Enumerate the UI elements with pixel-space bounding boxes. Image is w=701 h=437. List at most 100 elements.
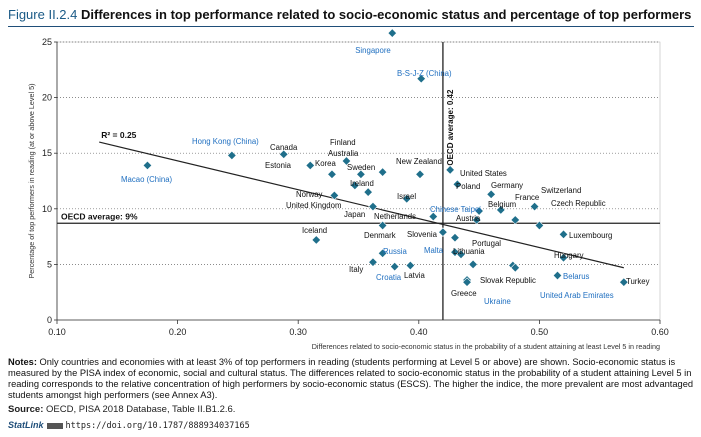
- notes-text: Only countries and economies with at lea…: [8, 357, 694, 400]
- point-label: Malta: [424, 246, 444, 255]
- point-marker: [474, 206, 484, 216]
- figure-number: Figure II.2.4: [8, 7, 78, 22]
- point-label: Slovak Republic: [480, 276, 536, 285]
- y-tick-label: 15: [42, 148, 52, 158]
- point-label: Korea: [315, 159, 336, 168]
- source-label: Source:: [8, 404, 44, 415]
- axes: 0.10 0.20 0.30 0.40 0.50 0.60 0 5 10 15 20 25 Differ…: [27, 37, 669, 351]
- point-marker: [405, 260, 416, 271]
- x-tick-label: 0.50: [531, 327, 549, 337]
- point-label: United States: [460, 169, 507, 178]
- point-label: Ukraine: [484, 297, 511, 306]
- point-label: Denmark: [364, 231, 396, 240]
- point-marker: [389, 261, 400, 272]
- point-marker: [341, 156, 352, 166]
- point-label: Netherlands: [374, 212, 416, 221]
- point-marker: [456, 249, 466, 260]
- point-label: Ireland: [350, 179, 374, 188]
- y-axis-label: Percentage of top performers in reading …: [27, 84, 36, 279]
- point-marker: [450, 232, 460, 243]
- statlink-logo: StatLink: [8, 420, 44, 430]
- scatter-chart: OECD average: 9% OECD average: 0.42 R² = …: [27, 28, 669, 351]
- point-marker: [279, 149, 289, 160]
- point-label: Australia: [328, 149, 359, 158]
- x-axis-label: Differences related to socio-economic st…: [312, 342, 660, 351]
- x-tick-label: 0.40: [410, 327, 428, 337]
- point-marker: [428, 211, 438, 222]
- x-tick-label: 0.30: [289, 327, 307, 337]
- point-label: Norway: [296, 190, 323, 199]
- point-label: Lithuania: [453, 247, 485, 256]
- point-marker: [377, 248, 388, 259]
- point-label: Croatia: [376, 273, 402, 282]
- data-points: [142, 28, 629, 287]
- point-label: B-S-J-Z (China): [397, 69, 452, 78]
- point-marker: [377, 220, 388, 231]
- point-label: Belgium: [488, 200, 516, 209]
- point-label: Switzerland: [541, 186, 581, 195]
- point-marker: [438, 227, 448, 237]
- oecd-average-y-label: OECD average: 9%: [61, 211, 138, 221]
- point-marker: [558, 229, 569, 240]
- point-marker: [402, 194, 412, 204]
- point-marker: [415, 169, 425, 180]
- point-marker: [327, 169, 337, 180]
- point-label: Austria: [456, 214, 481, 223]
- point-marker: [486, 189, 496, 200]
- r-squared-label: R² = 0.25: [101, 130, 136, 140]
- oecd-average-x-label: OECD average: 0.42: [446, 89, 455, 166]
- y-tick-label: 10: [42, 204, 52, 214]
- x-tick-label: 0.20: [169, 327, 187, 337]
- figure-title-text: Differences in top performance related t…: [81, 7, 692, 22]
- point-label: France: [515, 193, 539, 202]
- point-marker: [363, 187, 373, 197]
- trend-line: R² = 0.25: [99, 130, 624, 269]
- point-label: Singapore: [355, 46, 391, 55]
- point-label: Czech Republic: [551, 199, 606, 208]
- point-label: Estonia: [265, 161, 292, 170]
- point-marker: [227, 150, 237, 161]
- point-label: Greece: [451, 289, 477, 298]
- point-label: United Kingdom: [286, 201, 341, 210]
- title-rule: [8, 26, 694, 27]
- point-marker: [496, 205, 506, 215]
- point-marker: [510, 263, 521, 273]
- source: Source: OECD, PISA 2018 Database, Table …: [8, 404, 235, 415]
- point-marker: [510, 215, 521, 225]
- statlink-url[interactable]: https://doi.org/10.1787/888934037165: [65, 421, 250, 431]
- point-label: Macao (China): [121, 175, 173, 184]
- point-label: Hong Kong (China): [192, 137, 259, 146]
- point-label: Portugal: [472, 239, 501, 248]
- point-label: Sweden: [347, 163, 375, 172]
- point-marker: [387, 28, 397, 38]
- statlink-arrow-icon: [46, 422, 63, 429]
- notes: Notes: Only countries and economies with…: [8, 357, 694, 401]
- point-label: Chinese Taipei: [430, 205, 481, 214]
- point-label: Germany: [491, 181, 523, 190]
- average-lines: OECD average: 9% OECD average: 0.42: [57, 42, 660, 320]
- x-tick-label: 0.60: [651, 327, 669, 337]
- point-marker: [142, 160, 153, 171]
- point-label: Canada: [270, 143, 298, 152]
- point-marker: [552, 270, 563, 281]
- y-tick-label: 0: [47, 315, 52, 325]
- point-marker: [529, 201, 540, 212]
- point-marker: [462, 277, 472, 287]
- point-marker: [452, 179, 463, 190]
- point-marker: [377, 167, 388, 177]
- point-label: United Arab Emirates: [540, 291, 614, 300]
- point-label: Finland: [330, 138, 356, 147]
- y-tick-label: 25: [42, 37, 52, 47]
- point-label: Iceland: [302, 226, 327, 235]
- x-tick-label: 0.10: [48, 327, 66, 337]
- point-label: Latvia: [404, 271, 425, 280]
- point-marker: [305, 160, 315, 171]
- regression-line: [99, 141, 624, 269]
- point-label: Luxembourg: [569, 231, 612, 240]
- statlink: StatLink https://doi.org/10.1787/88893403…: [8, 420, 250, 431]
- point-marker: [356, 169, 366, 180]
- point-label: Hungary: [554, 251, 584, 260]
- notes-label: Notes:: [8, 357, 37, 367]
- point-marker: [558, 253, 569, 263]
- source-text: OECD, PISA 2018 Database, Table II.B1.2.…: [46, 404, 236, 415]
